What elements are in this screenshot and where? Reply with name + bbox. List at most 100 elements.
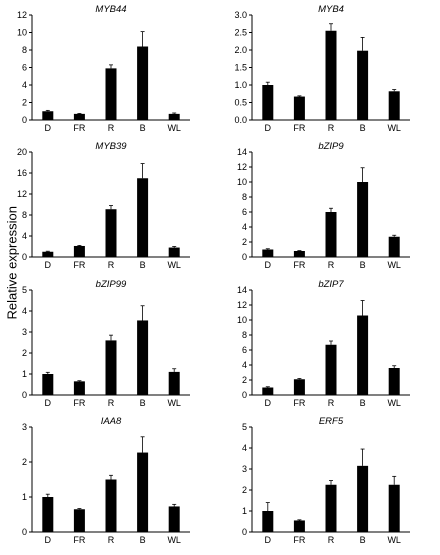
y-tick-label: 12 — [17, 10, 27, 20]
x-tick-label-fr: FR — [293, 535, 305, 545]
bar-fr — [293, 251, 305, 257]
bar-fr — [73, 113, 85, 120]
y-tick-label: 2.5 — [234, 28, 247, 38]
bar-b — [137, 178, 149, 257]
y-tick-label: 4 — [22, 231, 27, 241]
x-tick-label-d: D — [265, 398, 272, 408]
y-tick-label: 0 — [22, 390, 27, 400]
y-tick-label: 2 — [242, 237, 247, 247]
x-tick-label-wl: WL — [387, 123, 401, 133]
bar-b — [357, 50, 369, 121]
y-tick-label: 6 — [242, 207, 247, 217]
y-tick-label: 1.5 — [234, 63, 247, 73]
y-tick-label: 10 — [237, 315, 247, 325]
y-tick-label: 14 — [237, 285, 247, 295]
y-tick-label: 0.5 — [234, 98, 247, 108]
y-tick-label: 0.0 — [234, 115, 247, 125]
panel-title: MYB4 — [318, 4, 344, 15]
y-tick-label: 10 — [237, 177, 247, 187]
bar-fr — [293, 96, 305, 120]
y-tick-label: 3.0 — [234, 10, 247, 20]
x-tick-label-fr: FR — [73, 260, 85, 270]
bar-b — [357, 182, 369, 257]
x-tick-label-fr: FR — [73, 123, 85, 133]
y-tick-label: 0 — [22, 252, 27, 262]
panel-title: bZIP7 — [318, 279, 344, 290]
panel-title: MYB44 — [95, 4, 126, 15]
panel-bzip9: bZIP9 0 2 4 6 8 10 12 14 D FR R B WL — [237, 141, 410, 270]
x-tick-label-d: D — [45, 260, 52, 270]
y-axis-label: Relative expression — [4, 206, 20, 320]
y-tick-label: 6 — [242, 345, 247, 355]
x-tick-label-fr: FR — [73, 535, 85, 545]
y-tick-label: 4 — [242, 443, 247, 453]
x-tick-label-r: R — [108, 398, 115, 408]
bar-wl — [168, 247, 180, 257]
bar-d — [42, 251, 54, 257]
bar-d — [262, 85, 274, 120]
x-tick-label-b: B — [140, 123, 146, 133]
x-tick-label-b: B — [140, 260, 146, 270]
y-tick-label: 10 — [17, 28, 27, 38]
x-tick-label-fr: FR — [293, 123, 305, 133]
y-tick-label: 12 — [237, 300, 247, 310]
x-tick-label-d: D — [45, 535, 52, 545]
bar-d — [262, 511, 274, 532]
y-tick-label: 2 — [242, 485, 247, 495]
x-tick-label-wl: WL — [387, 535, 401, 545]
bar-r — [325, 30, 337, 120]
panel-bzip7: bZIP7 0 2 4 6 8 10 12 14 D FR R B WL — [237, 279, 410, 408]
y-tick-label: 4 — [22, 80, 27, 90]
panel-iaa8: IAA8 0 1 2 3 D FR R B WL — [22, 416, 190, 545]
x-tick-label-d: D — [45, 123, 52, 133]
x-tick-label-d: D — [45, 398, 52, 408]
panel-title: IAA8 — [101, 416, 122, 427]
bar-b — [357, 465, 369, 532]
y-tick-label: 0 — [242, 527, 247, 537]
y-tick-label: 6 — [22, 63, 27, 73]
y-tick-label: 12 — [237, 162, 247, 172]
bar-d — [262, 249, 274, 257]
y-tick-label: 3 — [242, 464, 247, 474]
bar-b — [137, 320, 149, 395]
x-tick-label-wl: WL — [167, 398, 181, 408]
y-tick-label: 5 — [22, 285, 27, 295]
panel-myb44: MYB44 0 2 4 6 8 10 12 D FR R B WL — [17, 4, 190, 133]
y-tick-label: 8 — [242, 192, 247, 202]
bar-fr — [293, 379, 305, 395]
y-tick-label: 4 — [22, 306, 27, 316]
y-tick-label: 1.0 — [234, 80, 247, 90]
x-tick-label-fr: FR — [73, 398, 85, 408]
y-tick-label: 4 — [242, 222, 247, 232]
bar-r — [325, 212, 337, 257]
bar-d — [42, 111, 54, 120]
y-tick-label: 8 — [242, 330, 247, 340]
bar-r — [325, 344, 337, 395]
bar-r — [105, 209, 117, 257]
x-tick-label-b: B — [360, 535, 366, 545]
x-tick-label-b: B — [140, 535, 146, 545]
y-tick-label: 0 — [242, 252, 247, 262]
bar-r — [105, 479, 117, 532]
x-tick-label-r: R — [108, 535, 115, 545]
bar-wl — [388, 368, 400, 395]
x-tick-label-r: R — [108, 123, 115, 133]
y-tick-label: 8 — [22, 45, 27, 55]
y-tick-label: 0 — [22, 527, 27, 537]
panel-title: MYB39 — [95, 141, 127, 152]
y-tick-label: 2 — [22, 348, 27, 358]
y-tick-label: 3 — [22, 422, 27, 432]
y-tick-label: 0 — [22, 115, 27, 125]
y-tick-label: 2 — [22, 98, 27, 108]
bar-d — [42, 374, 54, 395]
y-tick-label: 14 — [237, 147, 247, 157]
x-tick-label-fr: FR — [293, 398, 305, 408]
bar-fr — [293, 520, 305, 532]
y-tick-label: 16 — [17, 168, 27, 178]
y-tick-label: 3 — [22, 327, 27, 337]
x-tick-label-r: R — [328, 123, 335, 133]
bar-b — [137, 46, 149, 120]
bar-d — [42, 497, 54, 532]
y-tick-label: 12 — [17, 189, 27, 199]
